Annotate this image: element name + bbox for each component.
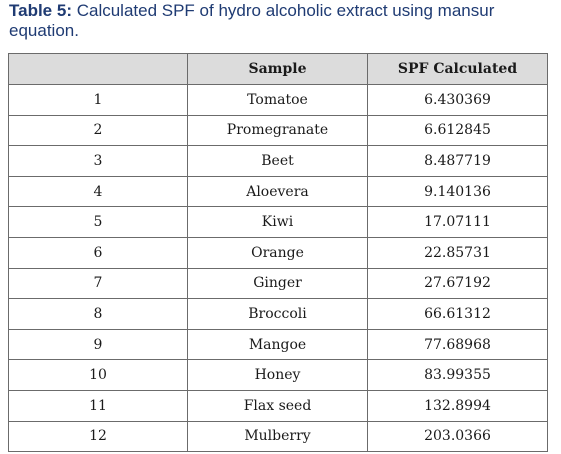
row-index: 10 <box>8 359 188 391</box>
row-index: 11 <box>8 389 188 422</box>
row-spf: 9.140136 <box>367 175 548 208</box>
row-spf: 132.8994 <box>367 389 548 422</box>
row-spf: 22.85731 <box>367 236 548 269</box>
table-row: 8 Broccoli 66.61312 <box>8 298 548 330</box>
caption-label: Table 5: <box>9 1 72 20</box>
row-index: 4 <box>8 175 188 208</box>
row-index: 1 <box>8 84 188 116</box>
row-index: 12 <box>8 420 188 453</box>
row-sample: Promegranate <box>187 114 368 147</box>
row-spf: 83.99355 <box>367 359 548 391</box>
table-row: 7 Ginger 27.67192 <box>8 267 548 300</box>
table-row: 11 Flax seed 132.8994 <box>8 389 548 422</box>
row-spf: 6.612845 <box>367 114 548 147</box>
row-index: 5 <box>8 206 188 238</box>
row-index: 3 <box>8 145 188 177</box>
row-sample: Mulberry <box>187 420 368 453</box>
row-spf: 203.0366 <box>367 420 548 453</box>
row-sample: Flax seed <box>187 389 368 422</box>
row-spf: 8.487719 <box>367 145 548 177</box>
table-caption: Table 5: Calculated SPF of hydro alcohol… <box>9 1 554 41</box>
header-index <box>8 53 188 85</box>
table-row: 10 Honey 83.99355 <box>8 359 548 391</box>
header-row: Sample SPF Calculated <box>8 53 548 85</box>
table-row: 6 Orange 22.85731 <box>8 236 548 269</box>
header-spf: SPF Calculated <box>367 53 548 85</box>
row-sample: Beet <box>187 145 368 177</box>
row-index: 7 <box>8 267 188 300</box>
spf-table: Sample SPF Calculated 1 Tomatoe 6.430369… <box>8 53 548 453</box>
row-spf: 66.61312 <box>367 298 548 330</box>
row-spf: 27.67192 <box>367 267 548 300</box>
row-index: 6 <box>8 236 188 269</box>
table-row: 9 Mangoe 77.68968 <box>8 328 548 361</box>
row-sample: Honey <box>187 359 368 391</box>
table-row: 4 Aloevera 9.140136 <box>8 175 548 208</box>
row-sample: Orange <box>187 236 368 269</box>
row-spf: 17.07111 <box>367 206 548 238</box>
caption-text: Calculated SPF of hydro alcoholic extrac… <box>9 1 495 40</box>
row-spf: 6.430369 <box>367 84 548 116</box>
row-spf: 77.68968 <box>367 328 548 361</box>
row-sample: Broccoli <box>187 298 368 330</box>
row-sample: Mangoe <box>187 328 368 361</box>
table-row: 1 Tomatoe 6.430369 <box>8 84 548 116</box>
table-row: 5 Kiwi 17.07111 <box>8 206 548 238</box>
row-sample: Tomatoe <box>187 84 368 116</box>
table-row: 2 Promegranate 6.612845 <box>8 114 548 147</box>
header-sample: Sample <box>187 53 368 85</box>
table-row: 3 Beet 8.487719 <box>8 145 548 177</box>
row-index: 8 <box>8 298 188 330</box>
row-index: 2 <box>8 114 188 147</box>
row-index: 9 <box>8 328 188 361</box>
row-sample: Aloevera <box>187 175 368 208</box>
table-row: 12 Mulberry 203.0366 <box>8 420 548 453</box>
row-sample: Ginger <box>187 267 368 300</box>
row-sample: Kiwi <box>187 206 368 238</box>
